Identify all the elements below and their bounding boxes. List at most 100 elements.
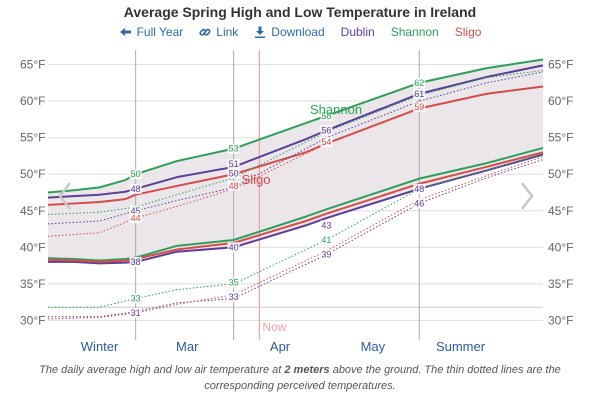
link-icon <box>199 28 211 36</box>
data-label: 54 <box>321 137 331 147</box>
y-tick-left: 30°F <box>20 313 45 327</box>
y-tick-left: 55°F <box>20 131 45 145</box>
data-label-bg <box>129 293 142 304</box>
data-labels: 5048454438333153515048403533585654434139… <box>129 77 426 319</box>
data-label: 33 <box>229 292 239 302</box>
data-label-bg <box>227 168 240 179</box>
data-label-bg <box>320 235 333 245</box>
series-line-shannon-perceived-low[interactable] <box>48 153 544 308</box>
data-label: 61 <box>414 89 424 99</box>
data-label: 48 <box>414 184 424 194</box>
data-label-bg <box>227 242 240 253</box>
y-tick-right: 65°F <box>548 58 573 72</box>
data-label-bg <box>129 205 142 216</box>
data-label-bg <box>320 137 333 148</box>
data-label-bg <box>129 183 142 194</box>
series-line-dublin-low[interactable] <box>48 153 544 265</box>
data-label: 51 <box>229 159 239 169</box>
link-label: Link <box>216 25 239 39</box>
y-tick-right: 60°F <box>548 94 573 108</box>
data-label: 45 <box>131 206 141 216</box>
data-label: 41 <box>321 235 331 245</box>
data-label-bg <box>413 198 426 209</box>
data-label: 43 <box>321 220 331 230</box>
data-label-bg <box>227 180 240 191</box>
data-label: 48 <box>131 184 141 194</box>
data-label: 53 <box>229 144 239 154</box>
caption-bold: 2 meters <box>284 364 330 376</box>
y-tick-right: 45°F <box>548 204 573 218</box>
data-label-bg <box>227 277 240 288</box>
navigation <box>58 182 534 210</box>
season-label-apr: Apr <box>270 339 291 354</box>
y-tick-left: 45°F <box>20 204 45 218</box>
data-label: 38 <box>131 257 141 267</box>
data-label-bg <box>129 169 142 180</box>
series-line-shannon-high[interactable] <box>47 58 544 194</box>
link-button[interactable]: Link <box>199 25 238 39</box>
chart-caption: The daily average high and low air tempe… <box>20 362 580 394</box>
axes: 30°F 30°F 35°F 35°F 40°F 40°F 45°F 45°F 50°F 50°F… <box>20 58 573 354</box>
chart-title: Average Spring High and Low Temperature … <box>123 4 477 20</box>
data-label-bg <box>227 292 240 302</box>
y-tick-left: 65°F <box>20 58 45 72</box>
data-label: 39 <box>321 250 331 260</box>
data-label: 58 <box>321 111 331 121</box>
data-label-bg <box>413 102 426 112</box>
data-label-bg <box>320 220 333 231</box>
data-label: 48 <box>229 181 239 191</box>
data-label: 50 <box>131 169 141 179</box>
caption-text-1: The daily average high and low air tempe… <box>39 364 285 376</box>
y-tick-right: 30°F <box>548 313 573 327</box>
y-tick-left: 40°F <box>20 240 45 254</box>
caption-text-2: above the ground. The thin dotted lines … <box>204 364 561 392</box>
y-tick-right: 40°F <box>548 240 573 254</box>
data-label-bg <box>320 110 333 121</box>
data-label-bg <box>413 88 426 99</box>
series-line-shannon-low[interactable] <box>47 146 544 262</box>
data-label-bg <box>320 249 333 260</box>
data-label-bg <box>129 256 142 267</box>
series-line-sligo-perceived-low[interactable] <box>47 156 544 320</box>
series-line-sligo-low[interactable] <box>47 151 544 263</box>
data-label: 35 <box>229 277 239 287</box>
y-tick-left: 35°F <box>20 277 45 291</box>
y-tick-right: 35°F <box>548 277 573 291</box>
series-line-dublin-high[interactable] <box>47 64 544 199</box>
season-label-winter: Winter <box>81 339 119 354</box>
series-line-dublin-perceived-low[interactable] <box>48 159 544 318</box>
legend-dublin[interactable]: Dublin <box>340 25 375 39</box>
data-label: 33 <box>131 293 141 303</box>
data-label-bg <box>413 77 426 88</box>
download-label: Download <box>271 25 325 39</box>
data-label: 40 <box>229 242 239 252</box>
data-label-bg <box>413 183 426 194</box>
full-year-button[interactable]: Full Year <box>119 25 184 39</box>
toolbar: Full Year Link Download Dublin Shannon S… <box>0 25 600 39</box>
sligo-band-label: Sligo <box>242 172 271 187</box>
chevron-right-icon[interactable] <box>521 182 534 210</box>
data-label: 44 <box>131 213 141 223</box>
shannon-series-label: Shannon <box>310 102 362 117</box>
data-label: 59 <box>414 102 424 112</box>
temperature-chart: 5048454438333153515048403533585654434139… <box>20 50 573 354</box>
chevron-left-icon[interactable] <box>58 182 71 210</box>
y-tick-right: 50°F <box>548 167 573 181</box>
season-label-mar: Mar <box>176 339 199 354</box>
data-label: 62 <box>414 78 424 88</box>
data-label-bg <box>320 125 333 136</box>
data-label-bg <box>129 213 142 224</box>
data-label-bg <box>227 143 240 154</box>
legend-shannon[interactable]: Shannon <box>390 25 439 39</box>
y-tick-right: 55°F <box>548 131 573 145</box>
legend-sligo[interactable]: Sligo <box>454 25 482 39</box>
arrow-left-icon <box>119 28 131 36</box>
temperature-band <box>48 59 543 264</box>
now-label: Now <box>262 320 286 334</box>
data-label: 56 <box>321 125 331 135</box>
full-year-label: Full Year <box>136 25 184 39</box>
season-label-may: May <box>361 339 386 354</box>
download-button[interactable]: Download <box>254 25 325 39</box>
data-label-bg <box>129 308 142 319</box>
